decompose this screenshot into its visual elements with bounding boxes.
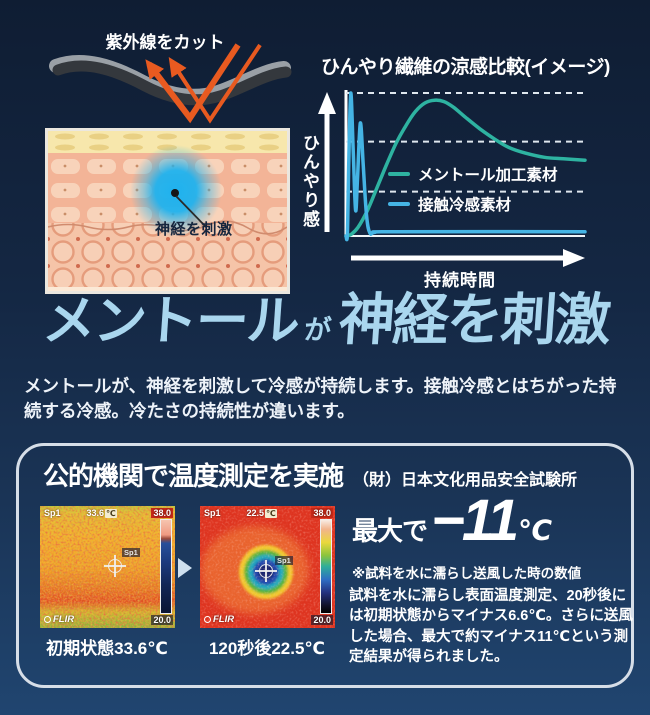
test-body-text: 試料を水に濡らし表面温度測定、20秒後には初期状態からマイナス6.6℃。さらに送… [349, 588, 633, 665]
max-cooling-result: 最大で −11 ℃ [352, 492, 552, 550]
spot-id: Sp1 [44, 508, 61, 518]
uv-ray-arrow-2 [168, 43, 262, 124]
reference-gridlines [346, 92, 585, 193]
temperature-scalebar [160, 519, 172, 614]
headline-nerve: 神経を刺激 [336, 288, 612, 351]
legend-item-contact: 接触冷感素材 [388, 193, 558, 215]
spot-chip: Sp1 [275, 556, 293, 565]
contact-line-swatch [388, 202, 410, 206]
uv-cut-label: 紫外線をカット [105, 33, 225, 52]
flir-logo-icon [204, 616, 211, 623]
result-value: −11 [431, 488, 519, 553]
thermal-image-initial: Sp1 33.6 ℃ 38.0 Sp1 FLIR 20.0 [40, 506, 175, 628]
skin-cross-section [45, 128, 290, 294]
step-arrow-icon [178, 558, 192, 578]
scale-min: 20.0 [311, 614, 333, 625]
thermal-image-after: Sp1 22.5 ℃ 38.0 Sp1 FLIR 20.0 [200, 506, 335, 628]
test-organization: （財）日本文化用品安全試験所 [353, 472, 578, 489]
headline-particle: が [303, 315, 333, 345]
temperature-scalebar [320, 519, 332, 614]
flir-logo: FLIR [204, 614, 234, 625]
chart-legend: メントール加工素材 接触冷感素材 [388, 163, 558, 223]
lead-paragraph: メントールが、神経を刺激して冷感が持続します。接触冷感とはちがった持続する冷感。… [24, 376, 617, 421]
result-prefix: 最大で [352, 516, 428, 546]
fabric-uv-arrows-illustration [49, 43, 292, 124]
result-note: ※試料を水に濡らし送風した時の数値 [352, 566, 582, 581]
flir-logo: FLIR [44, 614, 74, 625]
crosshair-icon [104, 555, 126, 577]
thermal-noise-initial [40, 506, 175, 628]
flir-logo-icon [44, 616, 51, 623]
chart-title: ひんやり繊維の涼感比較(イメージ) [321, 57, 610, 78]
scale-max: 38.0 [311, 508, 333, 518]
cooling-comparison-chart: ひんやり繊維の涼感比較(イメージ) ひんやり感 メントール加工素材 [295, 48, 645, 298]
x-axis-arrow [351, 249, 585, 267]
spot-chip: Sp1 [122, 548, 140, 557]
test-title-row: 公的機関で温度測定を実施 （財）日本文化用品安全試験所 [43, 456, 577, 493]
temp-unit: ℃ [105, 508, 117, 518]
skin-layer-epidermis [48, 131, 287, 153]
temperature-test-box: 公的機関で温度測定を実施 （財）日本文化用品安全試験所 [16, 443, 634, 688]
y-axis-arrow [318, 92, 336, 232]
skin-layers [47, 131, 288, 291]
nerve-stimulus-label: 神経を刺激 [155, 221, 233, 238]
crosshair-icon [255, 560, 277, 582]
uv-protection-diagram: 紫外線をカット [30, 28, 300, 298]
data-curves [344, 91, 587, 242]
uv-ray-arrow-1 [145, 43, 241, 124]
scale-min: 20.0 [151, 614, 173, 625]
chart-canvas [318, 90, 587, 267]
spot-id: Sp1 [204, 508, 221, 518]
x-axis-label: 持続時間 [424, 271, 496, 290]
test-title: 公的機関で温度測定を実施 [43, 461, 344, 491]
legend-item-menthol: メントール加工素材 [388, 163, 558, 185]
nerve-pointer-line [175, 195, 207, 228]
thermal-caption-after: 120秒後22.5℃ [208, 639, 326, 658]
scale-max: 38.0 [151, 508, 173, 518]
main-headline: メントール が 神経を刺激 [18, 288, 634, 351]
nerve-point-dot [171, 189, 179, 197]
y-axis-label: ひんやり感 [300, 134, 319, 229]
spot-temp: 22.5 [246, 508, 265, 518]
result-unit: ℃ [518, 515, 553, 546]
spot-temp: 33.6 [86, 508, 105, 518]
headline-menthol: メントール [40, 292, 300, 351]
thermal-caption-initial: 初期状態33.6℃ [46, 639, 168, 658]
menthol-line-swatch [388, 172, 410, 176]
temp-unit: ℃ [265, 508, 277, 518]
